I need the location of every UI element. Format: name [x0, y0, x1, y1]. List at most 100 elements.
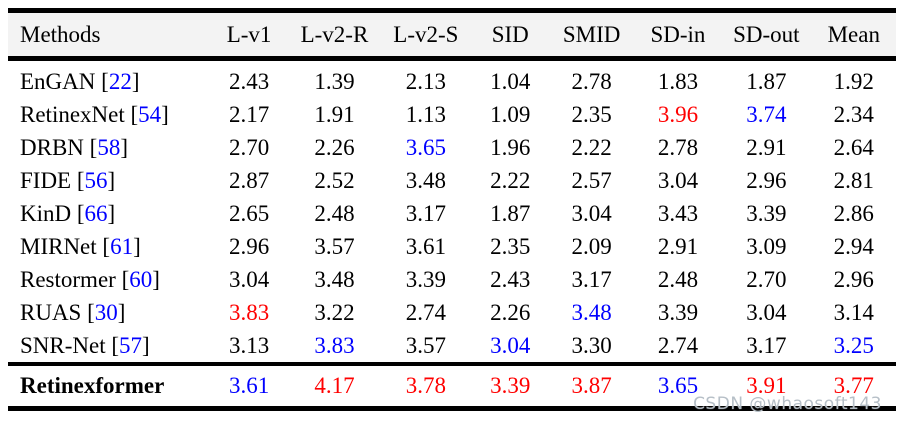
metric-value-mean: 3.77 [811, 362, 896, 406]
metric-value-l-v2-s: 3.65 [405, 134, 446, 160]
metric-value-smid: 3.17 [571, 266, 612, 292]
metric-value-mean: 3.25 [833, 332, 874, 358]
results-table: Methods L-v1 L-v2-R L-v2-S SID SMID SD-in SD-ou… [8, 13, 896, 406]
method-label: KinD [20, 200, 72, 226]
metric-value-l-v2-r: 3.57 [314, 233, 355, 259]
method-label: Restormer [20, 266, 116, 292]
metric-value-sd-in: 1.83 [657, 68, 699, 94]
metric-value-sid: 1.87 [490, 200, 531, 226]
metric-value-l-v1: 3.13 [228, 332, 270, 358]
header-row: Methods L-v1 L-v2-R L-v2-S SID SMID SD-in SD-ou… [8, 13, 896, 61]
method-label: RetinexNet [20, 101, 125, 127]
col-header-l-v2-r: L-v2-R [289, 13, 380, 61]
metric-value-mean: 2.86 [833, 200, 874, 226]
metric-value-sd-out: 3.04 [746, 299, 787, 325]
metric-value-sid: 2.26 [490, 299, 531, 325]
results-table-frame: Methods L-v1 L-v2-R L-v2-S SID SMID SD-in SD-ou… [8, 8, 896, 411]
metric-value-sd-in: 2.74 [657, 332, 699, 358]
metric-value-smid: 2.35 [571, 101, 612, 127]
table-row-retinexformer: Retinexformer 3.61 4.17 3.78 3.39 3.87 3.65 3.9… [8, 362, 896, 406]
metric-value-smid: 3.48 [571, 299, 612, 325]
method-name: FIDE [56] [20, 167, 116, 193]
metric-value-sd-out: 3.39 [746, 200, 787, 226]
metric-value-sid: 3.39 [472, 362, 549, 406]
metric-value-sid: 2.22 [490, 167, 531, 193]
metric-value-sd-out: 3.91 [721, 362, 812, 406]
method-label: MIRNet [20, 233, 97, 259]
citation-number: 60 [129, 266, 153, 292]
citation-number: 56 [84, 167, 108, 193]
method-name: EnGAN [22] [20, 68, 140, 94]
table-row-restormer: Restormer [60] 3.04 3.48 3.39 2.43 3.17 2.48 2.… [8, 263, 896, 296]
metric-value-l-v1: 2.43 [228, 68, 270, 94]
citation-number: 30 [94, 299, 118, 325]
metric-value-l-v1: 2.17 [228, 101, 270, 127]
metric-value-l-v2-s: 2.13 [405, 68, 446, 94]
metric-value-sid: 1.09 [490, 101, 531, 127]
col-header-sid: SID [472, 13, 549, 61]
table-row-kind: KinD [66] 2.65 2.48 3.17 1.87 3.04 3.43 3.39 2.8… [8, 197, 896, 230]
citation-number: 57 [119, 332, 143, 358]
metric-value-l-v2-s: 3.57 [405, 332, 446, 358]
metric-value-mean: 1.92 [833, 68, 874, 94]
metric-value-smid: 3.30 [571, 332, 612, 358]
method-name: Retinexformer [8, 362, 209, 406]
metric-value-l-v2-s: 3.48 [405, 167, 446, 193]
metric-value-sd-out: 2.96 [746, 167, 787, 193]
metric-value-sd-out: 2.91 [746, 134, 787, 160]
metric-value-l-v1: 3.83 [228, 299, 270, 325]
method-name: KinD [66] [20, 200, 116, 226]
citation-number: 54 [138, 101, 162, 127]
method-label: DRBN [20, 134, 84, 160]
metric-value-l-v2-s: 3.78 [379, 362, 473, 406]
citation-number: 61 [110, 233, 134, 259]
table-row-engan: EnGAN [22] 2.43 1.39 2.13 1.04 2.78 1.83 1.87 1.… [8, 59, 896, 99]
metric-value-sid: 3.04 [490, 332, 531, 358]
method-label: Retinexformer [20, 373, 165, 398]
metric-value-smid: 3.04 [571, 200, 612, 226]
metric-value-mean: 3.14 [833, 299, 874, 325]
citation-number: 58 [97, 134, 121, 160]
col-header-l-v1: L-v1 [208, 13, 290, 61]
table-row-snr-net: SNR-Net [57] 3.13 3.83 3.57 3.04 3.30 2.74 3.17… [8, 329, 896, 364]
metric-value-sd-out: 3.17 [746, 332, 787, 358]
metric-value-sd-in: 3.96 [657, 101, 699, 127]
metric-value-sd-in: 3.65 [634, 362, 722, 406]
metric-value-sd-in: 2.48 [657, 266, 699, 292]
metric-value-sid: 1.04 [490, 68, 531, 94]
metric-value-sd-in: 2.91 [657, 233, 699, 259]
metric-value-smid: 2.09 [571, 233, 612, 259]
metric-value-sid: 2.43 [490, 266, 531, 292]
metric-value-l-v1: 3.04 [228, 266, 270, 292]
col-header-mean: Mean [811, 13, 896, 61]
metric-value-mean: 2.94 [833, 233, 874, 259]
col-header-sd-in: SD-in [634, 13, 722, 61]
metric-value-l-v1: 2.65 [228, 200, 270, 226]
method-label: RUAS [20, 299, 82, 325]
metric-value-mean: 2.34 [833, 101, 874, 127]
table-row-mirnet: MIRNet [61] 2.96 3.57 3.61 2.35 2.09 2.91 3.09 2… [8, 230, 896, 263]
method-label: FIDE [20, 167, 72, 193]
col-header-sd-out: SD-out [721, 13, 812, 61]
method-name: MIRNet [61] [20, 233, 141, 259]
metric-value-l-v2-r: 3.22 [314, 299, 355, 325]
col-header-methods: Methods [8, 13, 209, 61]
metric-value-l-v2-r: 1.91 [314, 101, 355, 127]
metric-value-l-v2-r: 1.39 [314, 68, 355, 94]
table-body: EnGAN [22] 2.43 1.39 2.13 1.04 2.78 1.83 1.87 1.… [8, 59, 896, 406]
metric-value-sd-in: 3.43 [657, 200, 699, 226]
metric-value-mean: 2.64 [833, 134, 874, 160]
metric-value-l-v1: 3.61 [208, 362, 290, 406]
metric-value-smid: 2.57 [571, 167, 612, 193]
metric-value-l-v2-s: 1.13 [405, 101, 446, 127]
metric-value-sd-out: 2.70 [746, 266, 787, 292]
metric-value-sd-out: 3.09 [746, 233, 787, 259]
metric-value-sd-in: 3.04 [657, 167, 699, 193]
metric-value-sid: 1.96 [490, 134, 531, 160]
metric-value-mean: 2.96 [833, 266, 874, 292]
metric-value-sd-in: 2.78 [657, 134, 699, 160]
metric-value-smid: 2.78 [571, 68, 612, 94]
metric-value-l-v2-s: 3.61 [405, 233, 446, 259]
metric-value-sd-in: 3.39 [657, 299, 699, 325]
